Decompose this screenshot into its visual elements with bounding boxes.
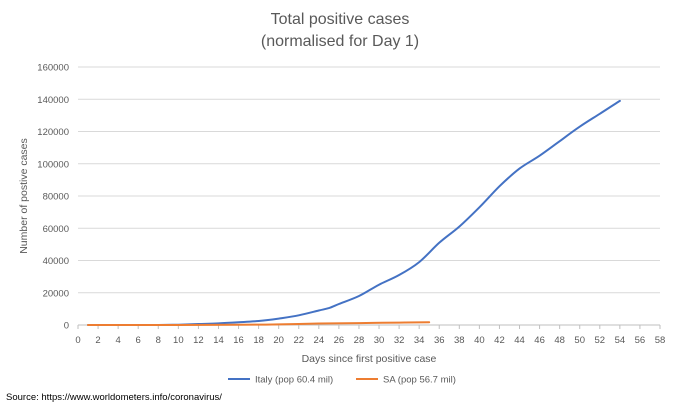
- x-tick-label: 40: [474, 335, 485, 346]
- y-tick-label: 100000: [37, 159, 69, 170]
- x-tick-label: 24: [314, 335, 325, 346]
- x-tick-label: 26: [334, 335, 345, 346]
- y-tick-label: 160000: [37, 63, 69, 74]
- x-tick-label: 28: [354, 335, 365, 346]
- legend: Italy (pop 60.4 mil) SA (pop 56.7 mil): [228, 375, 456, 386]
- series-lines: [87, 99, 621, 327]
- y-axis-label: Number of postive cases: [18, 138, 30, 254]
- x-tick-label: 10: [173, 335, 184, 346]
- x-tick-label: 2: [95, 335, 100, 346]
- x-axis-ticks: 0 2 4 6 8 10 12 14 16 18 20 22 24 26 28 30 32 34 36 38 40 42 4…: [75, 325, 665, 346]
- y-axis-ticks: 0 20000 40000 60000 80000 100000 120000 140000 1…: [37, 63, 69, 332]
- x-tick-label: 52: [595, 335, 606, 346]
- x-tick-label: 12: [193, 335, 204, 346]
- y-tick-label: 20000: [43, 288, 69, 299]
- x-tick-label: 16: [233, 335, 244, 346]
- x-axis-label: Days since first positive case: [302, 353, 437, 365]
- x-tick-label: 4: [115, 335, 120, 346]
- x-tick-label: 54: [615, 335, 626, 346]
- x-tick-label: 48: [554, 335, 565, 346]
- x-tick-label: 20: [273, 335, 284, 346]
- x-tick-label: 14: [213, 335, 224, 346]
- x-tick-label: 46: [534, 335, 545, 346]
- source-note: Source: https://www.worldometers.info/co…: [6, 392, 222, 403]
- x-tick-label: 0: [75, 335, 80, 346]
- x-tick-label: 32: [394, 335, 405, 346]
- y-tick-label: 60000: [43, 224, 69, 235]
- chart-subtitle: (normalised for Day 1): [261, 33, 419, 50]
- x-tick-label: 30: [374, 335, 385, 346]
- y-tick-label: 80000: [43, 192, 69, 203]
- legend-label: SA (pop 56.7 mil): [383, 375, 456, 386]
- x-tick-label: 56: [635, 335, 646, 346]
- x-tick-label: 58: [655, 335, 666, 346]
- x-tick-label: 22: [293, 335, 304, 346]
- x-tick-label: 44: [514, 335, 525, 346]
- y-tick-label: 0: [64, 321, 69, 332]
- x-tick-label: 18: [253, 335, 264, 346]
- x-tick-label: 34: [414, 335, 425, 346]
- x-tick-label: 50: [574, 335, 585, 346]
- series-line-0: [87, 99, 621, 327]
- x-tick-label: 36: [434, 335, 445, 346]
- series-line-1: [87, 321, 431, 327]
- x-tick-label: 42: [494, 335, 505, 346]
- x-tick-label: 8: [156, 335, 161, 346]
- x-tick-label: 6: [136, 335, 141, 346]
- x-tick-label: 38: [454, 335, 465, 346]
- y-tick-label: 40000: [43, 256, 69, 267]
- y-tick-label: 140000: [37, 95, 69, 106]
- y-tick-label: 120000: [37, 127, 69, 138]
- gridlines: [78, 66, 660, 326]
- chart-title: Total positive cases: [271, 11, 410, 28]
- legend-label: Italy (pop 60.4 mil): [255, 375, 333, 386]
